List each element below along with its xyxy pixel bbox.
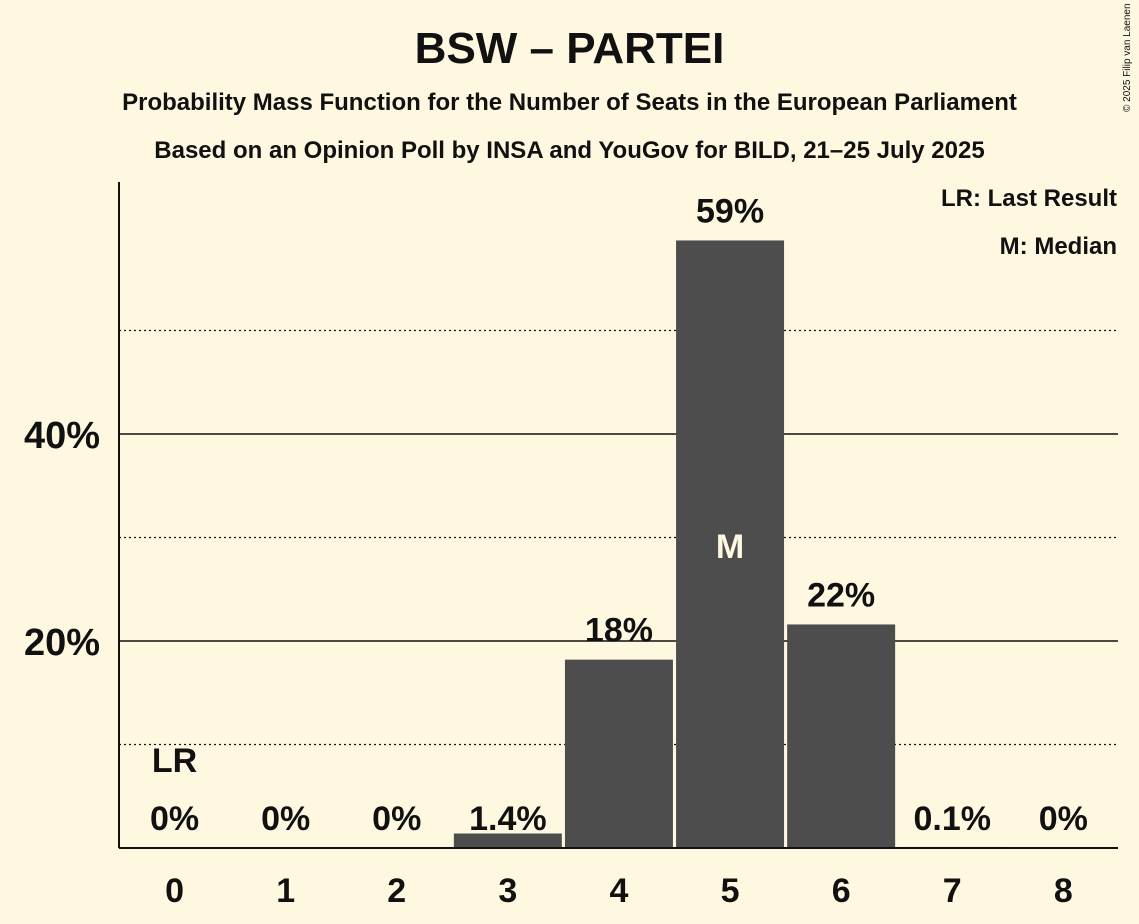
x-tick-label: 6 [832, 872, 851, 910]
bar [787, 624, 896, 848]
bar-value-label: 0% [150, 800, 199, 838]
bar [564, 659, 673, 848]
bar-value-label: 18% [585, 612, 653, 650]
legend-median: M: Median [999, 233, 1117, 260]
x-tick-label: 4 [609, 872, 628, 910]
chart-source-line: Based on an Opinion Poll by INSA and You… [154, 137, 985, 164]
bar [676, 240, 785, 848]
bar-value-label: 0.1% [914, 800, 992, 838]
bar-value-label: 0% [372, 800, 421, 838]
x-tick-label: 7 [943, 872, 962, 910]
x-tick-label: 5 [721, 872, 740, 910]
x-tick-label: 2 [387, 872, 406, 910]
median-marker: M [716, 528, 744, 566]
chart-title: BSW – PARTEI [414, 24, 725, 73]
x-tick-label: 0 [165, 872, 184, 910]
last-result-marker: LR [152, 742, 197, 780]
x-tick-label: 8 [1054, 872, 1073, 910]
bar-value-label: 22% [807, 576, 875, 614]
bar-value-label: 59% [696, 192, 764, 230]
y-tick-label: 20% [24, 622, 100, 664]
bar-value-label: 0% [1039, 800, 1088, 838]
legend-last-result: LR: Last Result [940, 185, 1117, 212]
x-tick-label: 3 [498, 872, 517, 910]
x-tick-label: 1 [276, 872, 295, 910]
y-tick-label: 40% [24, 415, 100, 457]
bar-value-label: 1.4% [469, 800, 547, 838]
bar-value-label: 0% [261, 800, 310, 838]
bar [453, 833, 562, 848]
chart-subtitle: Probability Mass Function for the Number… [122, 89, 1017, 116]
